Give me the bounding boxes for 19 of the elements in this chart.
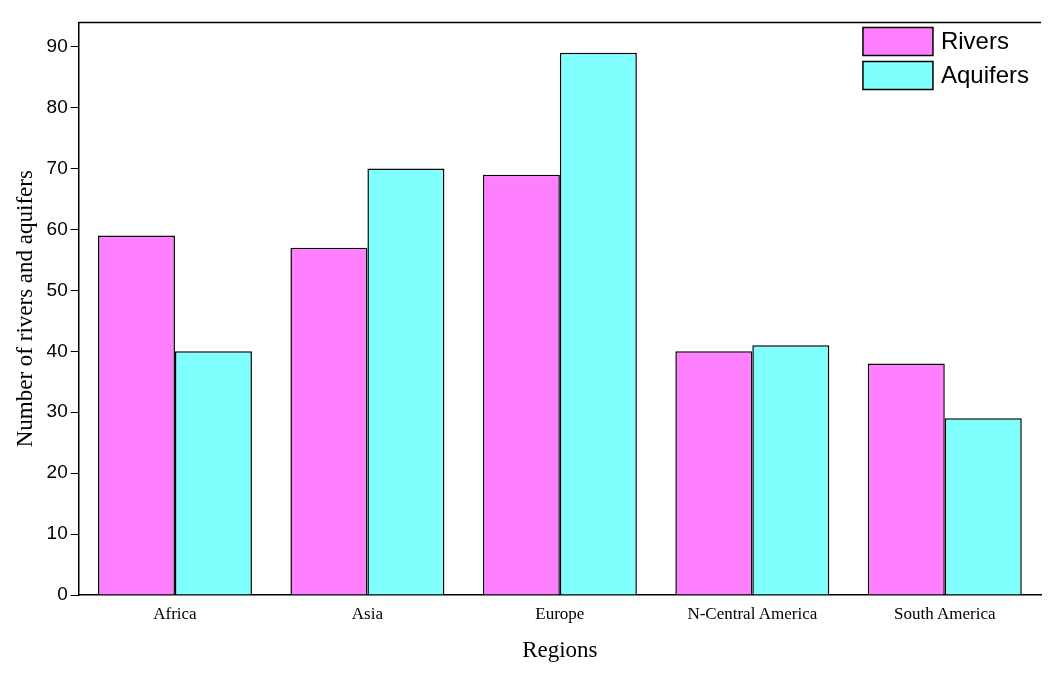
y-tick-label: 60 — [46, 217, 68, 239]
legend-label: Rivers — [940, 27, 1009, 55]
y-tick-label: 50 — [46, 278, 68, 300]
x-axis-title: Regions — [522, 637, 598, 663]
y-tick-label: 10 — [46, 522, 68, 544]
x-tick-label: Europe — [535, 603, 585, 623]
x-tick-label: Africa — [153, 603, 198, 623]
x-tick-label: N-Central America — [687, 603, 818, 623]
y-tick-label: 40 — [46, 339, 68, 361]
x-tick-label: Asia — [351, 603, 384, 623]
y-tick-label: 0 — [57, 583, 68, 605]
legend-label: Aquifers — [940, 61, 1029, 89]
y-tick-label: 20 — [46, 461, 68, 483]
x-tick-label: South America — [894, 603, 996, 623]
y-axis-title: Number of rivers and aquifers — [11, 170, 37, 448]
y-tick-label: 80 — [46, 95, 68, 117]
y-tick-label: 70 — [46, 156, 68, 178]
y-tick-label: 30 — [46, 400, 68, 422]
y-tick-label: 90 — [46, 35, 68, 56]
